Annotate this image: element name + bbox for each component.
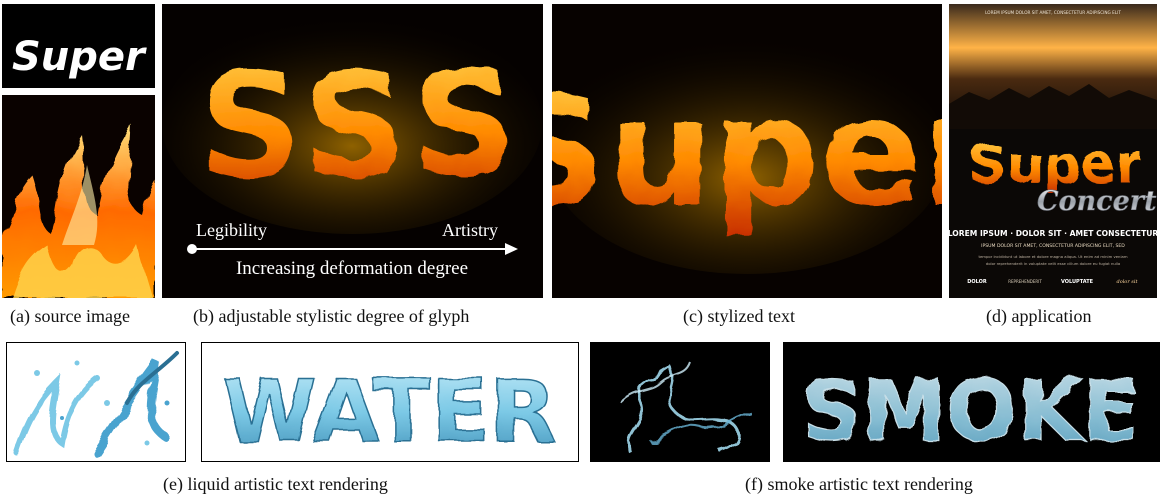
glyph-s-high: S: [412, 40, 516, 209]
water-word: WATER: [222, 362, 557, 460]
source-text-word: Super: [12, 34, 147, 80]
poster-title-script: Concert: [1037, 186, 1157, 217]
concert-poster: LOREM IPSUM DOLOR SIT AMET, CONSECTETUR …: [949, 4, 1157, 298]
poster-top-text: LOREM IPSUM DOLOR SIT AMET, CONSECTETUR …: [985, 10, 1121, 15]
poster-footer-item-2: REPREHENDERIT: [1008, 279, 1042, 284]
axis-arrowhead: [505, 243, 518, 255]
poster-footer-item-1: DOLOR: [967, 279, 987, 285]
stylized-super-word: Super: [552, 66, 942, 240]
axis-start-dot: [187, 244, 197, 254]
poster-body-line1: tempor incididunt ut labore et dolore ma…: [978, 254, 1127, 259]
caption-d: (d) application: [986, 306, 1092, 326]
stylized-text-panel: Super: [552, 4, 942, 298]
water-source-image: [6, 342, 186, 462]
water-text-image: WATER: [201, 342, 579, 462]
source-text-image: Super: [2, 4, 155, 88]
caption-f: (f) smoke artistic text rendering: [745, 474, 973, 494]
caption-e: (e) liquid artistic text rendering: [163, 474, 388, 494]
glyph-s-low: S: [198, 42, 302, 211]
poster-footer-item-3: VOLUPTATE: [1061, 279, 1094, 285]
smoke-text-image: SMOKE: [783, 342, 1160, 462]
source-fire-image: [2, 95, 155, 298]
glyph-deformation-panel: S S S Legibility Artistry Increasing def…: [162, 4, 543, 298]
poster-title-main: Super: [969, 135, 1142, 195]
caption-a: (a) source image: [10, 306, 130, 326]
smoke-word: SMOKE: [802, 362, 1140, 460]
poster-body-line2: dolor reprehenderit in voluptate velit e…: [986, 261, 1120, 266]
deformation-axis-label: Increasing deformation degree: [236, 258, 468, 279]
glyph-s-mid: S: [302, 42, 406, 211]
caption-b: (b) adjustable stylistic degree of glyph: [193, 306, 470, 326]
artistry-label: Artistry: [442, 220, 498, 240]
legibility-label: Legibility: [196, 220, 267, 240]
smoke-source-image: [590, 342, 770, 462]
poster-headline: LOREM IPSUM · DOLOR SIT · AMET CONSECTET…: [949, 229, 1157, 238]
poster-footer-item-4: dolor sit: [1117, 279, 1139, 285]
poster-subline: IPSUM DOLOR SIT AMET, CONSECTETUR ADIPIS…: [981, 243, 1125, 249]
caption-c: (c) stylized text: [683, 306, 795, 326]
